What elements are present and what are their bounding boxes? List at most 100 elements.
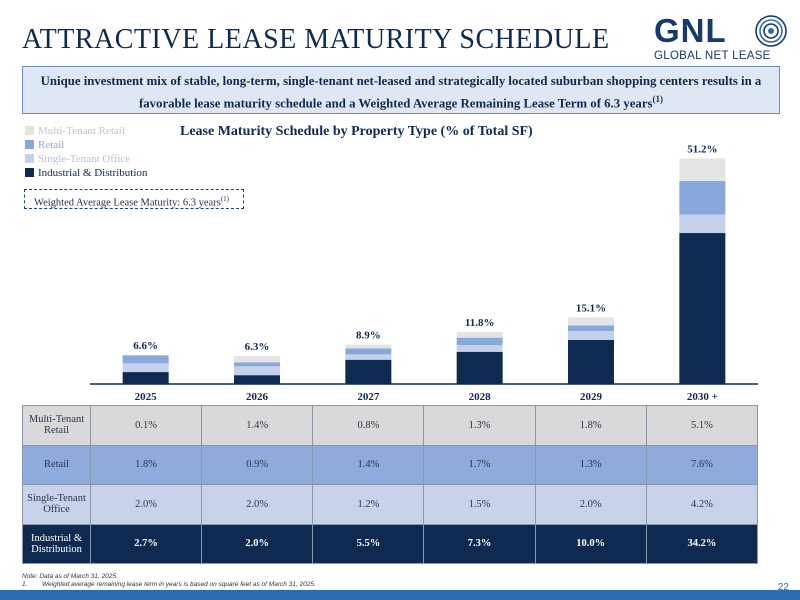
bar-segment-retail [122, 355, 169, 364]
total-label: 6.6% [133, 340, 158, 352]
footnote-text: Weighted average remaining lease term in… [42, 581, 316, 588]
table-cell: 1.4% [201, 405, 314, 446]
bar-segment-multi_tenant_retail [568, 317, 614, 326]
table-cell: 1.7% [423, 444, 536, 485]
bar-segment-retail [456, 337, 503, 346]
x-tick-label: 2030 + [687, 391, 718, 403]
bar-segment-industrial [122, 372, 169, 384]
x-tick-label: 2025 [135, 391, 158, 403]
x-tick-label: 2027 [357, 391, 380, 403]
wal-footnote-ref: (1) [220, 195, 229, 203]
table-cell: 2.0% [201, 523, 314, 564]
page-number-text: 22 [777, 582, 789, 593]
legend-item-retail: Retail [25, 138, 147, 152]
table-row: Single-Tenant Office 2.0% 2.0% 1.2% 1.5%… [22, 484, 759, 525]
banner-footnote-ref: (1) [652, 94, 664, 104]
footnote-number: 1. [22, 581, 28, 588]
weighted-average-box: Weighted Average Lease Maturity: 6.3 yea… [24, 189, 244, 209]
total-label: 15.1% [576, 302, 606, 314]
bar-segment-retail [234, 362, 280, 367]
legend-swatch [25, 140, 34, 149]
table-row: Retail 1.8% 0.9% 1.4% 1.7% 1.3% 7.6% [22, 444, 759, 485]
bar-segment-single_tenant_office [234, 366, 280, 376]
bar-segment-retail [679, 180, 726, 215]
table-cell: 5.5% [312, 523, 425, 564]
legend-label: Industrial & Distribution [38, 167, 148, 179]
table-cell: 34.2% [645, 523, 759, 564]
legend-item-industrial: Industrial & Distribution [25, 166, 147, 180]
bottom-bar [0, 590, 800, 600]
swirl-logo-icon [755, 15, 787, 47]
table-cell: 2.0% [201, 484, 314, 525]
footnote-1: 1. Weighted average remaining lease term … [22, 581, 316, 589]
bar-segment-single_tenant_office [345, 354, 392, 360]
table-cell: 1.4% [312, 444, 425, 485]
bar-segment-multi_tenant_retail [234, 356, 280, 363]
chart-title: Lease Maturity Schedule by Property Type… [180, 124, 533, 139]
table-cell: 2.0% [534, 484, 647, 525]
table-cell: 1.2% [312, 484, 425, 525]
row-label: Single-Tenant Office [22, 484, 91, 525]
table-cell: 7.3% [423, 523, 536, 564]
legend-item-multi-tenant-retail: Multi-Tenant Retail [25, 124, 147, 138]
table-cell: 0.9% [201, 444, 314, 485]
table-cell: 2.7% [89, 523, 203, 564]
table-cell: 1.5% [423, 484, 536, 525]
table-row: Multi-Tenant Retail 0.1% 1.4% 0.8% 1.3% … [22, 405, 759, 446]
table-cell: 0.8% [312, 405, 425, 446]
table-cell: 0.1% [89, 405, 203, 446]
table-cell: 7.6% [645, 444, 759, 485]
bar-segment-multi_tenant_retail [679, 158, 726, 181]
page-title: ATTRACTIVE LEASE MATURITY SCHEDULE [22, 24, 610, 55]
legend-swatch [25, 154, 34, 163]
legend-swatch [25, 168, 34, 177]
bar-segment-multi_tenant_retail [345, 344, 392, 349]
bar-segment-industrial [345, 359, 392, 384]
summary-banner: Unique investment mix of stable, long-te… [22, 66, 780, 114]
logo-subtitle: GLOBAL NET LEASE [654, 50, 771, 62]
bar-segment-multi_tenant_retail [456, 331, 503, 338]
x-tick-label: 2029 [580, 391, 603, 403]
table-cell: 5.1% [645, 405, 759, 446]
legend-label: Single-Tenant Office [38, 153, 131, 165]
table-cell: 1.3% [423, 405, 536, 446]
total-label: 51.2% [687, 143, 717, 155]
total-label: 6.3% [245, 341, 270, 353]
total-label: 11.8% [465, 317, 495, 329]
table-cell: 4.2% [645, 484, 759, 525]
bar-segment-single_tenant_office [122, 363, 169, 373]
table-cell: 1.8% [534, 405, 647, 446]
bar-segment-retail [568, 325, 614, 332]
chart-legend: Multi-Tenant Retail Retail Single-Tenant… [25, 124, 147, 180]
x-tick-label: 2028 [469, 391, 492, 403]
table-cell: 2.0% [89, 484, 203, 525]
bar-segment-retail [345, 348, 392, 355]
wal-text: Weighted Average Lease Maturity: 6.3 yea… [34, 197, 221, 209]
table-cell: 1.8% [89, 444, 203, 485]
bar-segment-single_tenant_office [456, 345, 503, 352]
banner-text: Unique investment mix of stable, long-te… [40, 74, 762, 111]
gnl-logo: GNL GLOBAL NET LEASE [640, 12, 790, 67]
bar-segment-single_tenant_office [679, 214, 726, 234]
table-row: Industrial & Distribution 2.7% 2.0% 5.5%… [22, 523, 759, 564]
footnote-note: Note: Data as of March 31, 2025. [22, 573, 118, 580]
logo-text: GNL [654, 12, 727, 49]
bar-segment-industrial [679, 233, 726, 384]
table-cell: 10.0% [534, 523, 647, 564]
legend-item-single-tenant-office: Single-Tenant Office [25, 152, 147, 166]
row-label: Retail [22, 444, 91, 485]
total-label: 8.9% [356, 330, 381, 342]
lease-data-table: Multi-Tenant Retail 0.1% 1.4% 0.8% 1.3% … [22, 405, 759, 564]
legend-label: Multi-Tenant Retail [38, 125, 125, 137]
footnotes: Note: Data as of March 31, 2025. 1. Weigh… [22, 573, 316, 589]
row-label: Multi-Tenant Retail [22, 405, 91, 446]
table-cell: 1.3% [534, 444, 647, 485]
x-tick-label: 2026 [246, 391, 269, 403]
legend-swatch [25, 126, 34, 135]
bar-segment-industrial [456, 351, 503, 384]
bar-segment-industrial [234, 375, 280, 384]
row-label: Industrial & Distribution [22, 523, 91, 564]
bar-segment-industrial [568, 339, 614, 384]
legend-label: Retail [38, 139, 65, 151]
